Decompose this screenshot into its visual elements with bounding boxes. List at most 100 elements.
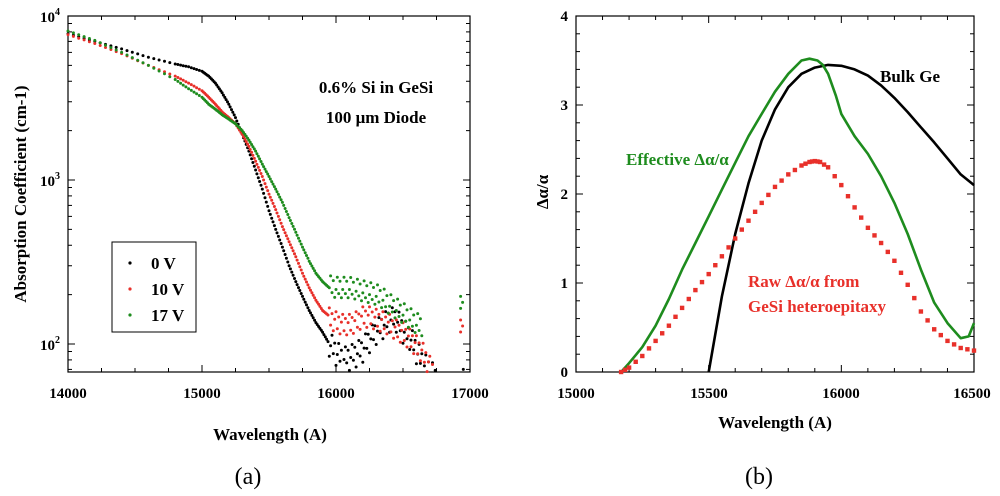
a-point-10-v <box>313 296 317 300</box>
a-point-17-v <box>275 190 279 194</box>
a-point-0-v <box>360 341 363 345</box>
b-raw-marker <box>752 209 758 214</box>
a-point-10-v <box>297 261 300 265</box>
a-point-10-v <box>278 218 282 222</box>
a-point-17-v <box>276 192 280 196</box>
panel-b-ticks <box>575 15 975 373</box>
a-legend-marker-17v <box>128 313 132 317</box>
a-point-17-v <box>334 288 338 291</box>
a-point-17-v <box>345 279 349 283</box>
b-raw-marker <box>865 225 871 230</box>
a-point-10-v <box>310 291 314 295</box>
a-point-0-v <box>274 227 278 231</box>
a-point-17-v <box>313 269 317 273</box>
a-point-17-v <box>390 310 394 314</box>
a-point-10-v <box>104 46 107 49</box>
a-point-10-v <box>93 42 97 45</box>
a-point-10-v <box>398 340 402 344</box>
a-point-17-v <box>372 286 375 289</box>
a-point-10-v <box>280 225 284 229</box>
a-point-10-v <box>412 352 416 356</box>
a-point-10-v <box>382 327 386 331</box>
a-point-0-v <box>392 322 396 326</box>
b-raw-marker <box>912 295 917 301</box>
a-point-10-v <box>338 332 342 336</box>
a-point-0-v <box>228 105 232 109</box>
a-outlier-point <box>461 367 465 371</box>
a-point-17-v <box>264 170 268 174</box>
a-point-10-v <box>333 317 337 321</box>
a-point-10-v <box>355 325 359 329</box>
a-point-10-v <box>326 313 330 317</box>
a-point-0-v <box>280 245 284 249</box>
a-point-0-v <box>230 108 233 112</box>
a-point-0-v <box>114 45 118 49</box>
a-point-17-v <box>346 296 350 300</box>
a-point-17-v <box>397 315 401 318</box>
a-point-17-v <box>349 276 353 279</box>
a-point-10-v <box>254 159 258 163</box>
a-point-0-v <box>408 348 412 351</box>
a-point-0-v <box>283 253 287 256</box>
b-raw-marker <box>713 263 718 268</box>
a-point-10-v <box>389 330 393 334</box>
a-point-10-v <box>341 312 345 316</box>
a-point-0-v <box>342 358 346 361</box>
b-raw-marker <box>679 305 685 311</box>
a-point-10-v <box>421 341 425 345</box>
a-point-0-v <box>301 294 304 298</box>
a-point-17-v <box>402 302 406 306</box>
b-raw-marker <box>693 287 698 293</box>
a-point-10-v <box>197 87 201 91</box>
a-point-10-v <box>409 345 413 349</box>
a-point-0-v <box>365 346 369 350</box>
a-point-0-v <box>157 58 161 62</box>
a-point-17-v <box>350 292 354 296</box>
a-point-10-v <box>66 33 70 37</box>
b-annotation-effective: Effective Δα/α <box>626 150 729 169</box>
a-point-0-v <box>286 260 290 264</box>
a-point-17-v <box>109 46 113 50</box>
a-point-0-v <box>195 68 199 71</box>
a-point-0-v <box>275 231 279 235</box>
a-point-0-v <box>330 333 334 337</box>
b-raw-marker <box>759 200 764 206</box>
a-point-0-v <box>293 277 296 280</box>
a-point-0-v <box>377 316 381 320</box>
b-raw-marker <box>958 345 963 351</box>
a-point-10-v <box>87 40 91 44</box>
a-point-17-v <box>125 53 129 57</box>
a-point-17-v <box>77 33 81 37</box>
a-point-0-v <box>259 183 263 187</box>
a-point-0-v <box>235 119 239 123</box>
a-point-0-v <box>339 348 343 352</box>
a-point-10-v <box>305 280 308 284</box>
a-point-17-v <box>297 236 300 240</box>
b-ytick-0: 0 <box>561 365 569 381</box>
a-point-17-v <box>416 312 420 316</box>
a-point-10-v <box>274 208 278 212</box>
a-point-0-v <box>223 95 227 99</box>
a-point-10-v <box>298 265 302 269</box>
a-point-0-v <box>405 337 409 341</box>
b-raw-marker <box>739 227 744 232</box>
a-point-17-v <box>157 69 161 73</box>
a-point-10-v <box>337 315 341 319</box>
a-point-0-v <box>278 238 282 242</box>
a-point-17-v <box>299 242 303 246</box>
a-point-17-v <box>398 303 402 307</box>
b-annotation-raw-line-2: GeSi heteroepitaxy <box>748 297 887 316</box>
a-point-10-v <box>299 268 303 272</box>
a-point-10-v <box>381 310 385 314</box>
a-point-0-v <box>197 68 201 72</box>
a-point-10-v <box>282 228 286 232</box>
b-xtick-2: 16000 <box>822 386 860 402</box>
a-point-17-v <box>87 37 91 40</box>
a-point-17-v <box>401 313 405 317</box>
a-point-0-v <box>279 242 283 245</box>
a-point-17-v <box>339 296 343 300</box>
a-point-10-v <box>392 336 396 340</box>
a-point-10-v <box>189 83 193 87</box>
a-point-0-v <box>284 256 288 260</box>
b-raw-marker <box>766 192 771 198</box>
